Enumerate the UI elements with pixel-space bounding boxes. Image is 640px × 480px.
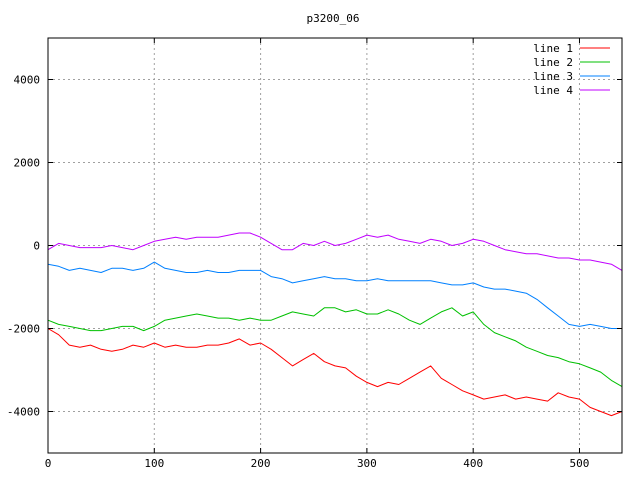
axis-ticks: 0 100 200 300 400 500 -4000 -2000 0 2000 4000 [7, 38, 622, 470]
x-tick-label: 400 [463, 457, 483, 470]
series-line-4 [47, 232, 623, 271]
x-tick-label: 200 [251, 457, 271, 470]
series-line-1 [47, 328, 623, 417]
legend-label: line 1 [533, 42, 573, 55]
chart-title: p3200_06 [307, 12, 360, 25]
y-tick-label: 0 [33, 240, 40, 253]
y-tick-label: 2000 [14, 157, 41, 170]
x-tick-label: 300 [357, 457, 377, 470]
x-tick-label: 0 [45, 457, 52, 470]
series-line-2 [47, 307, 623, 388]
legend-label: line 3 [533, 70, 573, 83]
x-tick-label: 500 [570, 457, 590, 470]
series-line-3 [47, 261, 622, 329]
y-tick-label: 4000 [14, 74, 41, 87]
y-tick-label: -2000 [7, 323, 40, 336]
legend-label: line 2 [533, 56, 573, 69]
legend-label: line 4 [533, 84, 573, 97]
y-tick-label: -4000 [7, 406, 40, 419]
x-tick-label: 100 [144, 457, 164, 470]
series-lines [47, 232, 623, 417]
